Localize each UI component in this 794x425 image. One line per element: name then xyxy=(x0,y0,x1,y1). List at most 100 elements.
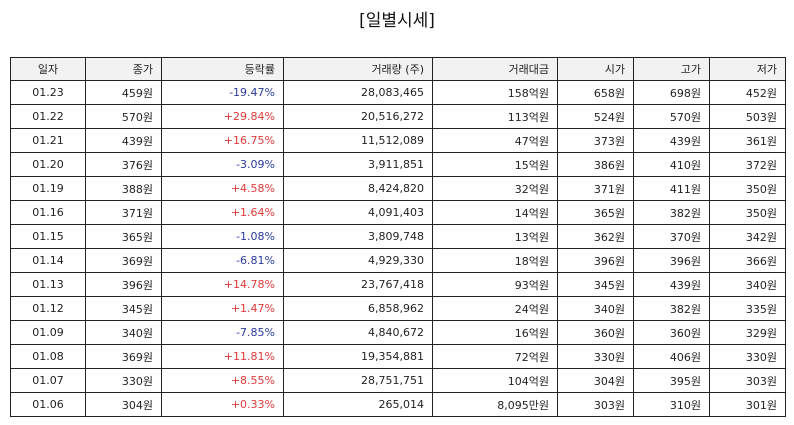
cell-close: 369원 xyxy=(85,248,162,273)
cell-change: -7.85% xyxy=(161,320,284,345)
cell-high: 382원 xyxy=(633,200,710,225)
cell-open: 386원 xyxy=(557,152,634,177)
cell-high: 406원 xyxy=(633,344,710,369)
daily-price-table: 일자 종가 등락률 거래량 (주) 거래대금 시가 고가 저가 01.23 459… xyxy=(10,57,786,417)
cell-low: 342원 xyxy=(709,224,786,249)
cell-open: 658원 xyxy=(557,80,634,105)
table-row: 01.21 439원 +16.75% 11,512,089 47억원 373원 439원 36… xyxy=(10,128,786,153)
cell-date: 01.12 xyxy=(10,296,86,321)
cell-high: 698원 xyxy=(633,80,710,105)
cell-amount: 158억원 xyxy=(432,80,558,105)
cell-volume: 4,840,672 xyxy=(283,320,433,345)
cell-high: 411원 xyxy=(633,176,710,201)
cell-low: 503원 xyxy=(709,104,786,129)
cell-low: 452원 xyxy=(709,80,786,105)
cell-open: 362원 xyxy=(557,224,634,249)
cell-change: +16.75% xyxy=(161,128,284,153)
table-row: 01.12 345원 +1.47% 6,858,962 24억원 340원 382원 335원 xyxy=(10,296,786,321)
cell-amount: 113억원 xyxy=(432,104,558,129)
cell-volume: 8,424,820 xyxy=(283,176,433,201)
header-close: 종가 xyxy=(85,57,162,81)
cell-date: 01.23 xyxy=(10,80,86,105)
cell-low: 340원 xyxy=(709,272,786,297)
table-header-row: 일자 종가 등락률 거래량 (주) 거래대금 시가 고가 저가 xyxy=(10,57,786,81)
cell-amount: 14억원 xyxy=(432,200,558,225)
cell-close: 345원 xyxy=(85,296,162,321)
cell-open: 360원 xyxy=(557,320,634,345)
cell-date: 01.22 xyxy=(10,104,86,129)
cell-change: +1.64% xyxy=(161,200,284,225)
cell-low: 301원 xyxy=(709,392,786,417)
page-title: [일별시세] xyxy=(359,11,435,31)
cell-volume: 28,751,751 xyxy=(283,368,433,393)
cell-volume: 11,512,089 xyxy=(283,128,433,153)
table-row: 01.13 396원 +14.78% 23,767,418 93억원 345원 439원 34… xyxy=(10,272,786,297)
cell-change: -6.81% xyxy=(161,248,284,273)
cell-close: 340원 xyxy=(85,320,162,345)
cell-high: 382원 xyxy=(633,296,710,321)
header-volume: 거래량 (주) xyxy=(283,57,433,81)
cell-amount: 8,095만원 xyxy=(432,392,558,417)
cell-volume: 3,809,748 xyxy=(283,224,433,249)
cell-date: 01.06 xyxy=(10,392,86,417)
table-row: 01.09 340원 -7.85% 4,840,672 16억원 360원 360원 329원 xyxy=(10,320,786,345)
cell-volume: 23,767,418 xyxy=(283,272,433,297)
cell-date: 01.08 xyxy=(10,344,86,369)
cell-amount: 104억원 xyxy=(432,368,558,393)
cell-close: 376원 xyxy=(85,152,162,177)
cell-open: 303원 xyxy=(557,392,634,417)
table-row: 01.23 459원 -19.47% 28,083,465 158억원 658원 698원 4… xyxy=(10,80,786,105)
cell-high: 360원 xyxy=(633,320,710,345)
cell-open: 304원 xyxy=(557,368,634,393)
cell-low: 372원 xyxy=(709,152,786,177)
cell-close: 304원 xyxy=(85,392,162,417)
cell-low: 350원 xyxy=(709,200,786,225)
cell-high: 439원 xyxy=(633,272,710,297)
cell-change: +8.55% xyxy=(161,368,284,393)
header-open: 시가 xyxy=(557,57,634,81)
cell-close: 365원 xyxy=(85,224,162,249)
cell-amount: 15억원 xyxy=(432,152,558,177)
cell-amount: 24억원 xyxy=(432,296,558,321)
cell-volume: 4,091,403 xyxy=(283,200,433,225)
cell-volume: 19,354,881 xyxy=(283,344,433,369)
table-row: 01.20 376원 -3.09% 3,911,851 15억원 386원 410원 372원 xyxy=(10,152,786,177)
table-row: 01.07 330원 +8.55% 28,751,751 104억원 304원 395원 30… xyxy=(10,368,786,393)
cell-amount: 13억원 xyxy=(432,224,558,249)
cell-change: +29.84% xyxy=(161,104,284,129)
cell-date: 01.09 xyxy=(10,320,86,345)
cell-low: 335원 xyxy=(709,296,786,321)
cell-low: 350원 xyxy=(709,176,786,201)
cell-volume: 28,083,465 xyxy=(283,80,433,105)
cell-change: +1.47% xyxy=(161,296,284,321)
cell-date: 01.20 xyxy=(10,152,86,177)
cell-date: 01.13 xyxy=(10,272,86,297)
cell-close: 396원 xyxy=(85,272,162,297)
cell-change: -3.09% xyxy=(161,152,284,177)
cell-open: 396원 xyxy=(557,248,634,273)
cell-open: 373원 xyxy=(557,128,634,153)
cell-high: 310원 xyxy=(633,392,710,417)
table-row: 01.16 371원 +1.64% 4,091,403 14억원 365원 382원 350원 xyxy=(10,200,786,225)
cell-open: 365원 xyxy=(557,200,634,225)
cell-close: 570원 xyxy=(85,104,162,129)
cell-amount: 72억원 xyxy=(432,344,558,369)
cell-close: 439원 xyxy=(85,128,162,153)
cell-date: 01.15 xyxy=(10,224,86,249)
cell-low: 361원 xyxy=(709,128,786,153)
cell-amount: 93억원 xyxy=(432,272,558,297)
cell-volume: 4,929,330 xyxy=(283,248,433,273)
table-row: 01.19 388원 +4.58% 8,424,820 32억원 371원 411원 350원 xyxy=(10,176,786,201)
cell-date: 01.07 xyxy=(10,368,86,393)
cell-low: 330원 xyxy=(709,344,786,369)
table-row: 01.06 304원 +0.33% 265,014 8,095만원 303원 310원 301… xyxy=(10,392,786,417)
cell-open: 371원 xyxy=(557,176,634,201)
cell-amount: 47억원 xyxy=(432,128,558,153)
cell-open: 345원 xyxy=(557,272,634,297)
cell-date: 01.21 xyxy=(10,128,86,153)
cell-date: 01.16 xyxy=(10,200,86,225)
cell-volume: 265,014 xyxy=(283,392,433,417)
cell-change: +11.81% xyxy=(161,344,284,369)
cell-close: 459원 xyxy=(85,80,162,105)
table-row: 01.08 369원 +11.81% 19,354,881 72억원 330원 406원 33… xyxy=(10,344,786,369)
